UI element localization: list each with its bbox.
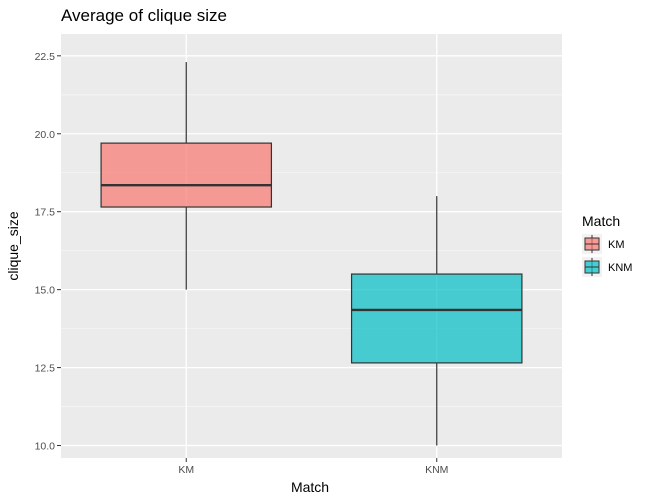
legend-title: Match [582, 213, 620, 229]
box-km [100, 142, 273, 208]
x-tick-label: KNM [425, 464, 448, 476]
chart-title: Average of clique size [61, 6, 227, 25]
box-knm [350, 273, 523, 364]
legend: Match KM KNM [582, 213, 632, 277]
x-tick-label: KM [178, 464, 194, 476]
legend-label-knm: KNM [608, 262, 632, 274]
y-tick-label: 17.5 [35, 207, 56, 219]
y-tick-label: 15.0 [35, 285, 56, 297]
y-axis-label: clique_size [5, 211, 21, 280]
y-tick-label: 22.5 [35, 51, 56, 63]
y-tick-label: 20.0 [35, 129, 56, 141]
y-tick-label: 12.5 [35, 363, 56, 375]
legend-label-km: KM [608, 239, 625, 251]
x-axis-label: Match [291, 479, 329, 495]
panel-background [61, 34, 562, 458]
y-tick-label: 10.0 [35, 441, 56, 453]
plot-panel [61, 34, 562, 458]
